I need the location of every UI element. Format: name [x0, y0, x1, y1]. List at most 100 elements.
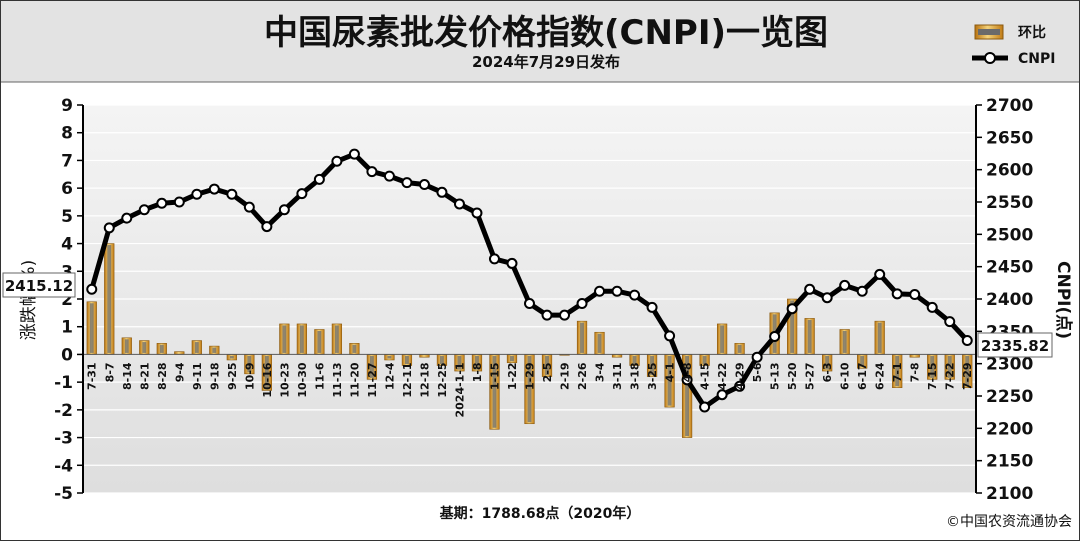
x-tick-label: 9-11 — [191, 362, 204, 390]
bar-inner — [475, 355, 479, 370]
right-axis-title: CNPI(点) — [1053, 261, 1074, 339]
first-value-box — [2, 272, 76, 298]
x-tick-label: 3-25 — [646, 362, 659, 390]
x-tick-label: 1-22 — [506, 362, 519, 390]
x-tick-label: 6-10 — [839, 362, 852, 390]
cnpi-point — [243, 201, 255, 213]
x-tick-label: 2-26 — [576, 362, 589, 390]
x-tick-label: 10-9 — [243, 362, 256, 390]
x-tick-label: 5-20 — [786, 362, 799, 390]
cnpi-point — [594, 285, 606, 297]
right-tick-label: 2250 — [986, 387, 1033, 407]
bar-inner — [930, 355, 935, 378]
x-tick-labels: 7-31 8-7 8-14 8-21 8-28 9-4 9-11 9-18 9-25 10-9 10… — [86, 362, 974, 417]
bar-inner — [632, 355, 637, 365]
legend: 环比 CNPI — [972, 24, 1055, 67]
bar-inner — [510, 355, 514, 362]
right-tick-label: 2500 — [986, 225, 1033, 245]
cnpi-point — [681, 374, 693, 386]
cnpi-point — [559, 309, 571, 321]
cnpi-point — [261, 221, 273, 233]
cnpi-point — [453, 198, 465, 210]
cnpi-point — [821, 292, 833, 304]
cnpi-point — [208, 183, 220, 195]
bar-inner — [299, 325, 304, 353]
cnpi-point — [891, 288, 903, 300]
x-tick-label: 2-5 — [541, 362, 554, 382]
left-tick-label: 8 — [61, 124, 73, 144]
x-tick-label: 3-4 — [594, 362, 607, 382]
bar-series — [86, 243, 973, 438]
header-band — [1, 1, 1079, 82]
cnpi-point — [804, 283, 816, 295]
base-period-note: 基期：1788.68点（2020年） — [440, 505, 641, 522]
bar-inner — [212, 347, 217, 353]
right-tick-label: 2150 — [986, 452, 1033, 472]
left-tick-label: 5 — [61, 207, 73, 227]
x-tick-label: 3-18 — [629, 362, 642, 390]
legend-line-label: CNPI — [1018, 51, 1055, 67]
cnpi-point — [856, 285, 868, 297]
bar-inner — [387, 355, 392, 359]
x-tick-label: 12-25 — [436, 362, 449, 397]
bar-inner — [702, 355, 707, 365]
cnpi-point — [418, 179, 430, 191]
left-tick-label: 2 — [61, 290, 73, 310]
cnpi-point — [191, 188, 203, 200]
left-tick-label: -4 — [54, 456, 73, 476]
bar-inner — [124, 339, 129, 353]
cnpi-point — [86, 283, 98, 295]
first-value-callout: 2415.12 — [2, 272, 76, 298]
x-tick-label: 10-23 — [278, 362, 291, 397]
x-tick-label: 5-6 — [751, 362, 764, 382]
cnpi-point — [664, 330, 676, 342]
x-tick-label: 9-18 — [208, 362, 221, 390]
cnpi-point — [121, 212, 133, 224]
bar-inner — [580, 322, 584, 353]
left-tick-label: 6 — [61, 179, 73, 199]
cnpi-point — [436, 186, 448, 198]
x-tick-label: 2024-1-1 — [453, 362, 466, 417]
bar-inner — [965, 355, 970, 387]
left-tick-label: 0 — [61, 345, 73, 365]
cnpi-point — [488, 253, 500, 265]
cnpi-point — [646, 301, 658, 313]
cnpi-point — [348, 148, 360, 160]
x-tick-label: 7-31 — [86, 362, 99, 390]
x-tick-label: 11-27 — [366, 362, 379, 397]
bar-inner — [527, 355, 532, 423]
first-value-label: 2415.12 — [5, 277, 73, 295]
x-tick-label: 12-11 — [401, 362, 414, 397]
x-tick-label: 7-29 — [961, 362, 974, 390]
left-tick-label: 3 — [61, 262, 73, 282]
right-tick-label: 2450 — [986, 258, 1033, 278]
cnpi-point — [524, 298, 535, 310]
bar-inner — [895, 355, 900, 387]
cnpi-point — [541, 309, 553, 321]
bar-inner — [89, 303, 94, 353]
bar-inner — [369, 355, 374, 378]
left-tick-label: 7 — [61, 151, 73, 171]
cnpi-point — [296, 188, 308, 200]
x-tick-label: 4-15 — [699, 362, 712, 390]
left-axis-title: 涨跌幅(%) — [19, 260, 39, 340]
bar-inner — [229, 355, 234, 359]
x-tick-label: 10-30 — [296, 362, 309, 398]
bar-inner — [247, 355, 252, 373]
legend-bar-swatch-inner — [978, 29, 1000, 35]
bar-inner — [947, 355, 952, 378]
legend-bar-label: 环比 — [1018, 24, 1046, 41]
bar-inner — [194, 342, 199, 353]
bar-inner — [597, 333, 602, 353]
x-tick-label: 11-6 — [313, 362, 326, 390]
bar-inner — [545, 355, 549, 376]
cnpi-point — [401, 177, 413, 189]
x-tick-label: 7-15 — [926, 362, 939, 390]
x-tick-label: 12-4 — [383, 362, 396, 390]
cnpi-point — [629, 289, 641, 301]
x-tick-label: 8-21 — [138, 362, 151, 390]
cnpi-point — [103, 222, 115, 234]
bar-inner — [842, 330, 847, 353]
x-tick-label: 5-27 — [804, 362, 817, 390]
